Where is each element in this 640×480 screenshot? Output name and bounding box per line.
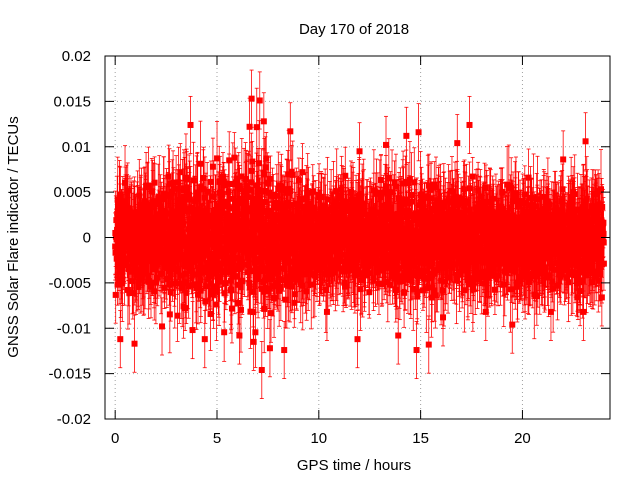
data-marker xyxy=(174,268,181,275)
data-marker xyxy=(169,188,176,195)
data-marker xyxy=(151,288,158,295)
data-marker xyxy=(166,180,173,187)
data-marker xyxy=(141,198,148,205)
data-marker xyxy=(166,311,173,318)
data-marker xyxy=(237,306,244,313)
data-marker xyxy=(135,238,142,245)
data-marker xyxy=(261,305,268,312)
data-marker xyxy=(152,279,159,286)
data-marker xyxy=(150,215,157,222)
data-marker xyxy=(126,289,133,296)
data-marker xyxy=(197,277,204,284)
data-marker xyxy=(173,185,180,192)
data-series xyxy=(112,69,607,399)
data-marker xyxy=(147,283,154,290)
data-marker xyxy=(149,249,156,256)
data-marker xyxy=(137,276,144,283)
data-marker xyxy=(117,196,124,203)
data-marker xyxy=(136,192,143,199)
data-marker xyxy=(197,160,204,167)
data-marker xyxy=(129,290,136,297)
data-marker xyxy=(221,329,228,336)
data-marker xyxy=(148,188,155,195)
data-marker xyxy=(248,167,255,174)
data-marker xyxy=(165,173,172,180)
data-marker xyxy=(135,280,142,287)
data-marker xyxy=(171,280,178,287)
data-marker xyxy=(131,261,138,268)
data-marker xyxy=(167,289,174,296)
data-marker xyxy=(116,202,123,209)
data-marker xyxy=(112,291,119,298)
data-marker xyxy=(140,254,147,261)
data-marker xyxy=(119,277,126,284)
data-marker xyxy=(174,312,181,319)
data-marker xyxy=(145,182,152,189)
data-marker xyxy=(146,258,153,265)
